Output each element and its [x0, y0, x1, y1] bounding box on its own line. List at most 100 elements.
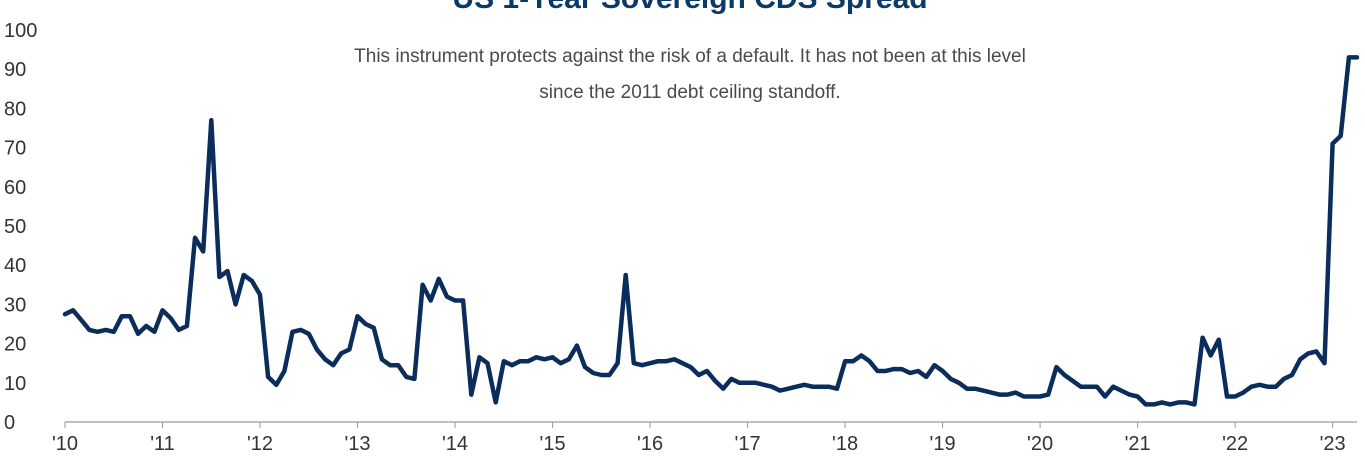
data-point [689, 365, 693, 369]
data-point [1241, 391, 1245, 395]
data-point [819, 385, 823, 389]
y-tick-label: 100 [4, 20, 37, 42]
x-tick-label: '17 [735, 433, 761, 455]
data-point [364, 322, 368, 326]
data-point [1087, 385, 1091, 389]
data-point [299, 328, 303, 332]
data-point [770, 385, 774, 389]
data-point [1184, 400, 1188, 404]
x-tick-label: '21 [1125, 433, 1151, 455]
data-point [778, 389, 782, 393]
data-point [144, 324, 148, 328]
data-point [941, 369, 945, 373]
data-point [599, 373, 603, 377]
data-point [542, 357, 547, 361]
data-point [908, 371, 912, 375]
data-point [1209, 353, 1213, 357]
data-point [1225, 394, 1229, 399]
data-point [1119, 389, 1123, 393]
data-point [835, 387, 839, 391]
data-point [1282, 377, 1286, 381]
data-point [461, 298, 465, 303]
data-point [981, 389, 985, 393]
x-tick-label: '16 [637, 433, 663, 455]
data-point [746, 381, 750, 385]
data-point [185, 324, 189, 328]
data-point [169, 316, 173, 320]
data-point [1160, 400, 1164, 404]
data-point [79, 318, 83, 322]
data-point [1233, 394, 1237, 399]
data-point [347, 347, 351, 352]
y-tick-label: 80 [4, 98, 26, 120]
data-point [1322, 361, 1327, 365]
data-point [721, 387, 725, 391]
data-point [591, 371, 595, 375]
data-point [1022, 394, 1026, 399]
data-point [794, 385, 798, 389]
data-point [494, 400, 498, 404]
data-point [843, 359, 847, 363]
data-point [315, 347, 319, 352]
data-point [973, 387, 977, 391]
data-point [258, 293, 262, 297]
data-point [477, 355, 481, 359]
data-point [729, 377, 733, 381]
x-tick-label: '23 [1320, 433, 1346, 455]
data-point [616, 361, 620, 365]
data-point [802, 383, 807, 387]
data-point [656, 359, 660, 363]
data-point [177, 328, 181, 332]
data-point [811, 385, 815, 389]
data-point [1331, 142, 1335, 146]
data-point [266, 375, 270, 379]
data-point [396, 363, 400, 367]
data-point [372, 326, 376, 330]
data-point [632, 361, 636, 365]
data-point [884, 369, 888, 373]
y-tick-label: 60 [4, 177, 26, 199]
data-point [997, 393, 1002, 397]
data-point [1030, 394, 1034, 399]
data-point [95, 330, 100, 334]
data-point [1046, 393, 1050, 397]
data-point [680, 361, 685, 365]
data-point [71, 308, 75, 312]
y-axis: 0 10 20 30 40 50 60 70 80 90 100 [4, 20, 37, 434]
data-point [290, 330, 295, 334]
y-tick-label: 20 [4, 334, 26, 356]
data-point [575, 344, 579, 348]
data-point [1168, 402, 1172, 406]
data-point [672, 357, 677, 361]
data-point [1306, 351, 1310, 355]
data-point [404, 375, 408, 379]
data-point [640, 363, 644, 367]
data-point [201, 249, 205, 254]
x-tick-label: '12 [247, 433, 273, 455]
x-axis: '10 '11 '12 '13 '14 '15 '16 '17 '18 '19 '20 '21 '22 '… [52, 421, 1357, 455]
data-point [412, 377, 416, 381]
data-point [1127, 393, 1132, 397]
data-point [104, 328, 108, 332]
data-point [437, 277, 441, 281]
x-tick-label: '13 [344, 433, 370, 455]
data-point [87, 328, 91, 332]
data-point [136, 332, 140, 336]
data-point [526, 359, 530, 363]
data-point [323, 357, 327, 361]
chart-title: US 1-Year Sovereign CDS Spread [452, 0, 927, 15]
data-point [754, 381, 758, 385]
data-point [624, 273, 628, 277]
x-tick-label: '14 [442, 433, 468, 455]
data-point [380, 357, 384, 361]
data-point [225, 269, 230, 273]
data-point [1152, 402, 1156, 406]
data-point [510, 363, 514, 367]
data-point [1257, 383, 1262, 387]
x-tick-label: '18 [832, 433, 858, 455]
data-point [1201, 336, 1205, 340]
data-point [1217, 338, 1221, 342]
y-tick-label: 90 [4, 59, 26, 81]
y-tick-label: 70 [4, 138, 26, 160]
